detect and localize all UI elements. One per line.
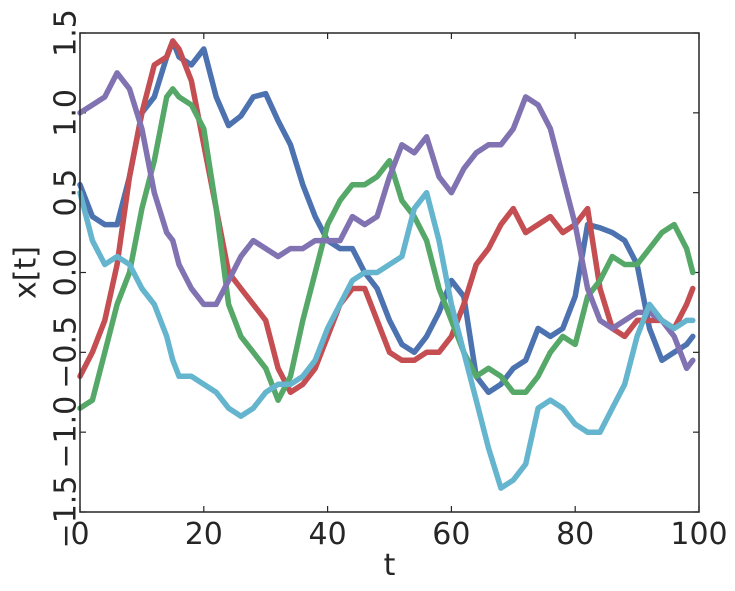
x-tick-label: 80 <box>556 517 594 552</box>
y-tick-label: −1.5 <box>49 476 84 549</box>
plot-frame <box>79 32 700 513</box>
series-lines <box>77 38 696 491</box>
y-tick-label: 1.5 <box>49 9 84 57</box>
x-tick-label: 20 <box>185 517 223 552</box>
y-tick-label: 0.0 <box>49 249 84 297</box>
tick-labels: 0 20 40 60 80 100 −1.5 −1.0 −0.5 0.0 0.5 1.0 1.5 <box>49 9 728 552</box>
series-line-3 <box>77 86 696 411</box>
y-tick-label: −0.5 <box>49 316 84 389</box>
series-line-2 <box>77 38 696 396</box>
x-tick-label: 0 <box>70 517 89 552</box>
y-tick-label: 0.5 <box>49 169 84 217</box>
series-line-4 <box>77 70 696 372</box>
y-tick-label: −1.0 <box>49 396 84 469</box>
x-tick-label: 60 <box>432 517 470 552</box>
x-tick-label: 40 <box>309 517 347 552</box>
series-line-5 <box>77 189 696 491</box>
x-tick-label: 100 <box>670 517 727 552</box>
x-axis-label: t <box>384 548 396 583</box>
y-axis-label: x[t] <box>9 246 44 299</box>
y-tick-label: 1.0 <box>49 89 84 137</box>
